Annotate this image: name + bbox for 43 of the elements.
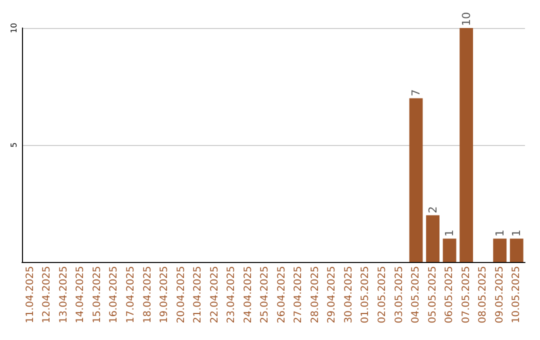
x-tick-label: 23.04.2025: [226, 266, 238, 324]
x-tick-label: 10.05.2025: [511, 266, 522, 324]
bar: [426, 215, 440, 262]
x-tick-label: 12.04.2025: [42, 266, 53, 324]
y-tick-label: 5: [10, 142, 18, 148]
data-label: 1: [443, 230, 456, 237]
bar: [493, 238, 507, 262]
x-tick-label: 15.04.2025: [92, 266, 103, 324]
x-tick-label: 11.04.2025: [24, 266, 36, 324]
x-tick-label: 07.05.2025: [460, 266, 472, 324]
x-tick-label: 24.04.2025: [242, 266, 254, 324]
x-tick-label: 19.04.2025: [159, 266, 170, 324]
data-label: 1: [493, 230, 506, 237]
data-label: 10: [460, 12, 473, 26]
x-tick-label: 25.04.2025: [260, 266, 271, 324]
x-tick-label: 17.04.2025: [125, 266, 136, 324]
x-tick-label: 04.05.2025: [410, 266, 422, 324]
x-tick-label: 06.05.2025: [444, 266, 456, 324]
x-tick-label: 03.05.2025: [394, 266, 405, 324]
x-tick-label: 13.04.2025: [58, 266, 70, 324]
x-tick-label: 22.04.2025: [209, 266, 220, 324]
bar: [510, 238, 524, 262]
x-tick-label: 16.04.2025: [108, 266, 120, 324]
x-tick-label: 28.04.2025: [310, 266, 321, 324]
data-label: 7: [410, 89, 423, 96]
bar: [442, 238, 456, 262]
data-label: 2: [426, 206, 440, 214]
x-tick-label: 29.04.2025: [326, 266, 338, 324]
x-tick-label: 27.04.2025: [293, 266, 304, 324]
x-tick-label: 26.04.2025: [276, 266, 288, 324]
bar: [409, 98, 423, 262]
x-tick-label: 02.05.2025: [376, 266, 388, 324]
x-tick-label: 14.04.2025: [75, 266, 86, 324]
x-tick-label: 01.05.2025: [360, 266, 372, 324]
x-tick-label: 08.05.2025: [478, 266, 489, 324]
x-tick-label: 20.04.2025: [176, 266, 187, 324]
data-label: 1: [510, 230, 524, 237]
x-tick-label: 09.05.2025: [494, 266, 506, 324]
x-tick-label: 05.05.2025: [427, 266, 438, 324]
x-tick-label: 21.04.2025: [192, 266, 204, 324]
x-tick-label: 18.04.2025: [142, 266, 154, 324]
bar: [460, 28, 474, 262]
x-tick-label: 30.04.2025: [343, 266, 354, 324]
